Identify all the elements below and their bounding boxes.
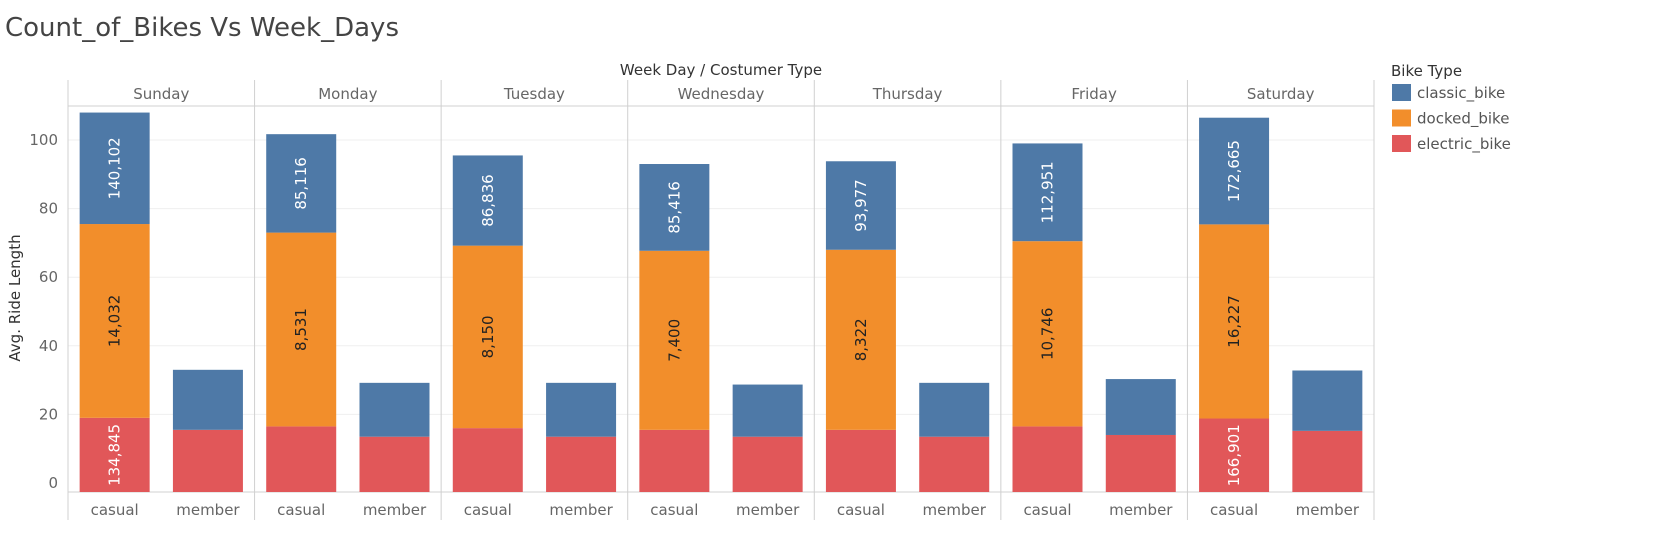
bar-tuesday-casual-docked-bike [452, 245, 523, 429]
day-header-thursday: Thursday [872, 85, 943, 103]
column-header: Week Day / Costumer Type [620, 61, 822, 79]
y-tick-label-80: 80 [39, 200, 58, 218]
bar-monday-casual-classic-bike [266, 134, 337, 233]
bar-sunday-casual-docked-bike [79, 224, 150, 418]
bar-saturday-casual-classic-bike-label: 172,665 [1225, 140, 1243, 202]
bar-wednesday-member-electric-bike [732, 436, 803, 492]
bar-friday-casual-docked-bike [1012, 241, 1083, 427]
y-tick-label-20: 20 [39, 405, 58, 423]
legend: Bike Type classic_bike docked_bikeelectri… [1391, 62, 1511, 154]
bar-saturday-casual-electric-bike-label: 166,901 [1225, 424, 1243, 486]
bar-saturday-member-classic-bike [1292, 370, 1363, 431]
y-tick-label-0: 0 [48, 474, 58, 492]
x-label-monday-casual: casual [277, 501, 325, 519]
x-label-friday-member: member [1109, 501, 1173, 519]
y-tick-label-100: 100 [29, 131, 58, 149]
legend-swatch-docked-bike [1392, 109, 1411, 127]
x-label-friday-casual: casual [1023, 501, 1071, 519]
x-label-tuesday-member: member [549, 501, 613, 519]
day-header-wednesday: Wednesday [678, 85, 765, 103]
day-header-sunday: Sunday [133, 85, 189, 103]
bar-friday-member-electric-bike [1105, 434, 1176, 492]
bar-friday-casual-classic-bike-label: 112,951 [1039, 161, 1057, 223]
bar-monday-casual-electric-bike [266, 426, 337, 492]
bar-saturday-casual-electric-bike [1199, 418, 1270, 492]
bar-monday-casual-docked-bike [266, 232, 337, 427]
y-tick-label-40: 40 [39, 337, 58, 355]
bar-monday-member-electric-bike [359, 436, 430, 492]
x-label-saturday-casual: casual [1210, 501, 1258, 519]
bar-tuesday-casual-docked-bike-label: 8,150 [479, 315, 497, 358]
x-label-wednesday-casual: casual [650, 501, 698, 519]
legend-swatch-classic-bike [1392, 84, 1411, 101]
plot-area: 0 20 40 60 80 100 Sunday Monday Tuesday Wednesday… [29, 80, 1375, 520]
bar-saturday-casual-docked-bike-label: 16,227 [1225, 295, 1243, 348]
x-label-thursday-casual: casual [837, 501, 885, 519]
bar-tuesday-casual-classic-bike-label: 86,836 [479, 174, 497, 227]
bar-monday-member-classic-bike [359, 382, 430, 437]
legend-title: Bike Type [1391, 62, 1462, 80]
bar-friday-member-classic-bike [1105, 379, 1176, 435]
bar-wednesday-casual-docked-bike [639, 250, 710, 430]
bar-friday-casual-electric-bike [1012, 426, 1083, 492]
x-label-sunday-member: member [176, 501, 240, 519]
legend-label-electric-bike: electric_bike [1417, 135, 1511, 154]
bar-thursday-member-classic-bike [919, 382, 990, 437]
bar-friday-casual-classic-bike [1012, 143, 1083, 242]
bar-tuesday-casual-classic-bike [452, 155, 523, 246]
y-tick-label-60: 60 [39, 268, 58, 286]
bar-thursday-casual-docked-bike-label: 8,322 [852, 318, 870, 361]
bar-thursday-casual-classic-bike [825, 161, 896, 250]
bar-thursday-casual-docked-bike [825, 249, 896, 430]
bar-saturday-casual-classic-bike [1199, 117, 1270, 225]
bar-tuesday-casual-electric-bike [452, 428, 523, 492]
bar-thursday-member-electric-bike [919, 436, 990, 492]
day-header-tuesday: Tuesday [503, 85, 565, 103]
bar-sunday-casual-docked-bike-label: 14,032 [106, 295, 124, 348]
bar-sunday-casual-electric-bike-label: 134,845 [106, 424, 124, 486]
x-label-monday-member: member [363, 501, 427, 519]
x-label-thursday-member: member [923, 501, 987, 519]
bar-sunday-casual-classic-bike [79, 112, 150, 225]
bar-sunday-casual-classic-bike-label: 140,102 [106, 137, 124, 199]
x-label-saturday-member: member [1296, 501, 1360, 519]
bar-sunday-casual-electric-bike [79, 417, 150, 492]
bar-thursday-casual-classic-bike-label: 93,977 [852, 179, 870, 232]
legend-swatch-electric-bike [1392, 135, 1411, 152]
bar-friday-casual-docked-bike-label: 10,746 [1039, 308, 1057, 361]
bar-wednesday-casual-classic-bike [639, 164, 710, 251]
y-axis-label: Avg. Ride Length [6, 234, 24, 361]
bar-sunday-member-classic-bike [172, 369, 243, 430]
bar-wednesday-casual-classic-bike-label: 85,416 [665, 181, 683, 234]
bar-monday-casual-docked-bike-label: 8,531 [292, 308, 310, 351]
bar-saturday-member-electric-bike [1292, 430, 1363, 492]
legend-label-docked-bike: docked_bike [1417, 110, 1509, 129]
bar-wednesday-casual-docked-bike-label: 7,400 [665, 319, 683, 362]
x-label-wednesday-member: member [736, 501, 800, 519]
bar-saturday-casual-docked-bike [1199, 224, 1270, 419]
bar-wednesday-casual-electric-bike [639, 429, 710, 492]
x-label-tuesday-casual: casual [464, 501, 512, 519]
day-header-friday: Friday [1071, 85, 1117, 103]
chart-title: Count_of_Bikes Vs Week_Days [5, 13, 399, 43]
bar-monday-casual-classic-bike-label: 85,116 [292, 157, 310, 210]
day-header-saturday: Saturday [1247, 85, 1315, 103]
day-header-monday: Monday [318, 85, 377, 103]
legend-label-classic-bike: classic_bike [1417, 84, 1505, 103]
bar-thursday-casual-electric-bike [825, 429, 896, 492]
bar-tuesday-member-classic-bike [546, 382, 617, 437]
bar-sunday-member-electric-bike [172, 429, 243, 492]
bar-tuesday-member-electric-bike [546, 436, 617, 492]
x-label-sunday-casual: casual [91, 501, 139, 519]
bar-wednesday-member-classic-bike [732, 384, 803, 437]
